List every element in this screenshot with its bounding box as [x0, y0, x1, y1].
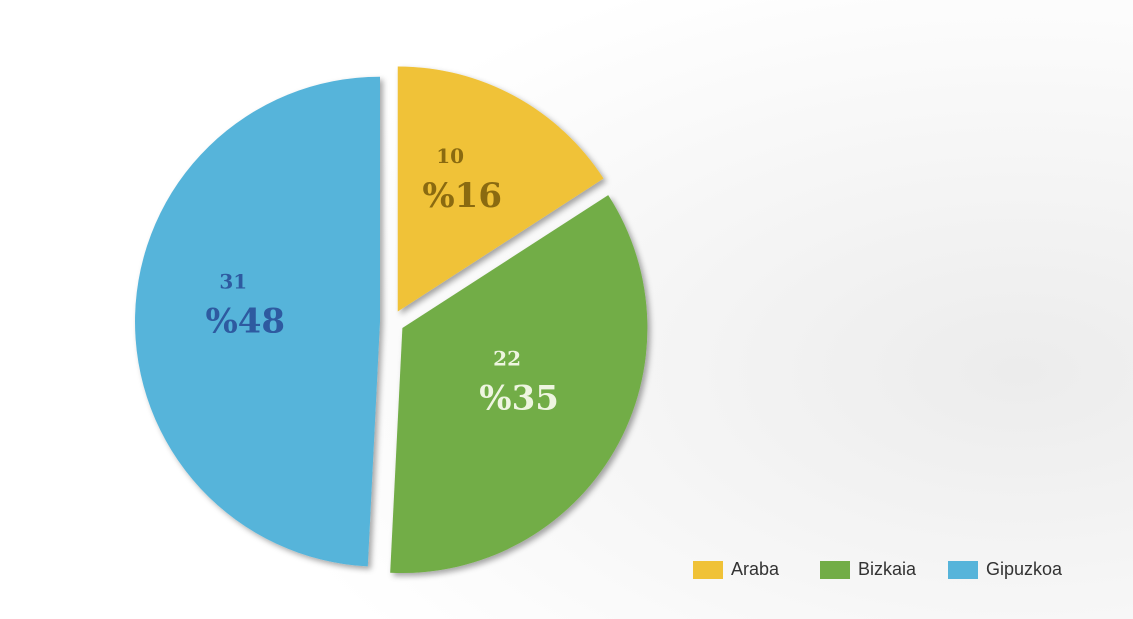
slice-count: 22 — [493, 346, 521, 370]
legend-swatch — [820, 561, 850, 579]
slice-percent: %35 — [479, 378, 559, 418]
pie-slice — [135, 76, 381, 567]
legend-label: Bizkaia — [858, 559, 917, 579]
legend-label: Gipuzkoa — [986, 559, 1063, 579]
legend-label: Araba — [731, 559, 780, 579]
slice-count: 31 — [219, 269, 247, 293]
slice-count: 10 — [436, 144, 464, 168]
legend-swatch — [948, 561, 978, 579]
pie-slice — [397, 66, 604, 312]
slice-percent: %16 — [422, 176, 502, 216]
slice-percent: %48 — [205, 301, 285, 341]
legend-swatch — [693, 561, 723, 579]
pie-slice — [390, 195, 648, 573]
